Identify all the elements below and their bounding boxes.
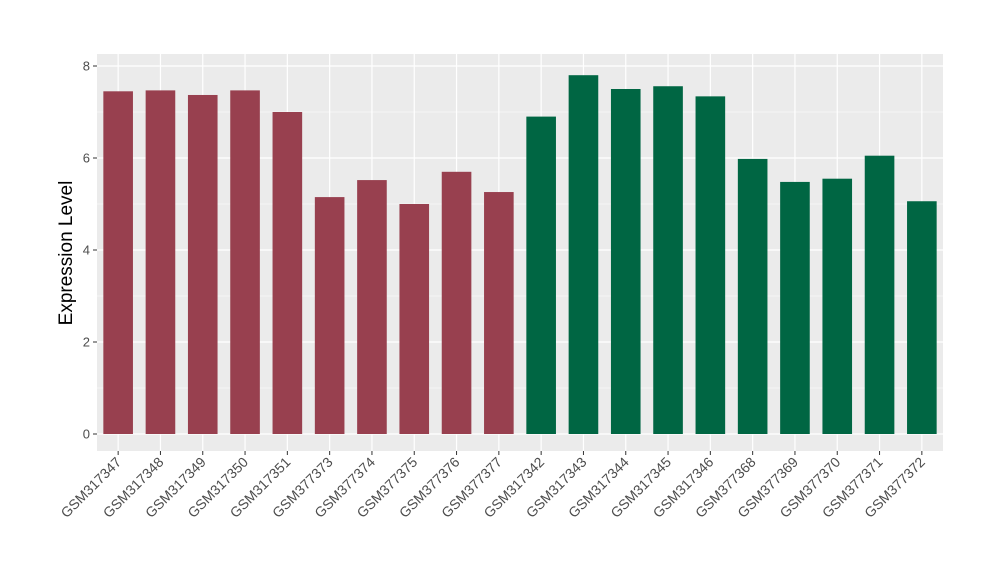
bar-GSM317346 bbox=[695, 96, 726, 435]
bar-GSM317349 bbox=[187, 94, 218, 434]
bar-GSM377372 bbox=[907, 201, 937, 434]
y-tick-label: 4 bbox=[83, 243, 90, 258]
bar-GSM377376 bbox=[441, 171, 472, 435]
bar-GSM317344 bbox=[610, 89, 641, 434]
y-axis-title: Expression Level bbox=[56, 181, 77, 326]
y-tick-label: 0 bbox=[83, 427, 90, 442]
bar-GSM317351 bbox=[272, 112, 303, 434]
bar-GSM317347 bbox=[103, 91, 133, 435]
bar-GSM317350 bbox=[230, 90, 260, 434]
bar-GSM377373 bbox=[314, 197, 345, 434]
y-tick-label: 6 bbox=[83, 151, 90, 166]
bar-GSM377375 bbox=[399, 204, 430, 434]
bar-GSM377369 bbox=[780, 181, 810, 434]
bar-GSM317345 bbox=[653, 86, 683, 435]
y-axis-ticks: 0 2 4 6 8 bbox=[83, 59, 97, 442]
bar-GSM317348 bbox=[145, 90, 176, 434]
bar-GSM377370 bbox=[822, 178, 853, 434]
plot-panel bbox=[97, 54, 943, 451]
bar-GSM377374 bbox=[357, 180, 387, 434]
y-tick-label: 8 bbox=[83, 59, 90, 74]
y-tick-label: 2 bbox=[83, 335, 90, 350]
bars bbox=[103, 75, 937, 435]
bar-GSM317342 bbox=[526, 116, 556, 434]
bar-GSM377377 bbox=[484, 192, 514, 434]
bar-GSM377371 bbox=[864, 155, 895, 434]
bar-GSM377368 bbox=[737, 158, 768, 435]
bar-GSM317343 bbox=[568, 75, 599, 434]
x-axis-ticks: GSM317347GSM317348GSM317349GSM317350GSM3… bbox=[57, 451, 928, 521]
